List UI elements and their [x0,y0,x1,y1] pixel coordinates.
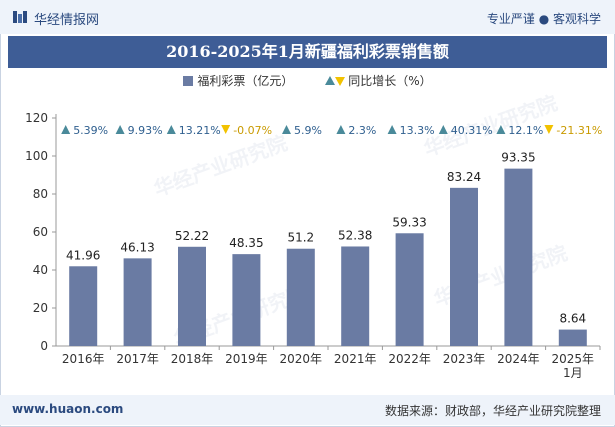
growth-label: 13.3% [400,124,435,137]
footer-bar: www.huaon.com 数据来源：财政部，华经产业研究院整理 [0,395,615,425]
legend-label-bar: 福利彩票（亿元） [197,74,294,88]
x-tick-label: 2017年 [116,352,159,366]
bar [395,233,424,346]
growth-up-arrow [387,125,397,134]
y-tick-label: 20 [33,301,48,315]
data-label: 52.22 [175,229,209,243]
data-label: 46.13 [120,240,154,254]
data-label: 52.38 [338,228,372,242]
growth-label: 9.93% [128,124,163,137]
bar [232,254,261,346]
bar [178,246,206,346]
legend-item-growth: 同比增长（%） [325,72,432,89]
growth-up-arrow [115,125,125,134]
x-tick-label: 2025年 [552,352,595,366]
huajing-logo-icon [13,11,27,23]
bar [341,246,370,346]
x-tick-label: 2016年 [62,352,105,366]
x-tick-label: 2022年 [388,352,431,366]
y-tick-label: 40 [33,263,48,277]
up-triangle-icon [325,76,336,85]
bar [450,187,478,346]
data-label: 59.33 [392,215,426,229]
y-tick-label: 100 [25,149,48,163]
x-tick-label: 2024年 [497,352,540,366]
growth-label: 12.1% [508,124,543,137]
data-label: 48.35 [229,236,263,250]
x-tick-label: 2023年 [443,352,486,366]
down-triangle-icon [335,77,346,86]
growth-label: 13.21% [179,124,221,137]
website-link[interactable]: www.huaon.com [12,402,124,416]
data-label: 83.24 [447,170,481,184]
growth-label: 2.3% [348,124,376,137]
y-tick-label: 120 [25,111,48,125]
data-label: 51.2 [287,231,314,245]
growth-down-arrow [221,125,231,134]
x-tick-label: 2019年 [225,352,268,366]
bar [123,258,152,346]
growth-down-arrow [544,125,554,134]
growth-up-arrow [166,125,176,134]
growth-up-arrow [438,125,448,134]
y-tick-label: 0 [40,339,48,353]
bar [504,168,533,346]
growth-label: -21.31% [556,124,602,137]
growth-label: -0.07% [233,124,272,137]
y-tick-label: 60 [33,225,48,239]
data-label: 93.35 [501,151,535,165]
y-tick-label: 80 [33,187,48,201]
data-label: 41.96 [66,248,100,262]
x-tick-label: 2018年 [171,352,214,366]
bar [558,329,587,346]
chart-title: 2016-2025年1月新疆福利彩票销售额 [166,42,449,61]
growth-up-arrow [336,125,346,134]
x-tick-label: 2020年 [280,352,323,366]
growth-up-arrow [496,125,506,134]
growth-label: 5.39% [73,124,108,137]
bar-swatch-icon [183,76,194,86]
data-label: 8.64 [559,312,586,326]
growth-up-arrow [282,125,291,134]
growth-up-arrow [61,125,71,134]
data-source: 数据来源：财政部，华经产业研究院整理 [384,404,601,418]
tagline: 专业严谨 ● 客观科学 [486,12,601,26]
x-tick-label: 1月 [563,366,583,380]
bar [286,248,315,346]
title-bar: 2016-2025年1月新疆福利彩票销售额 [8,36,607,68]
x-tick-label: 2021年 [334,352,377,366]
legend-label-growth: 同比增长（%） [348,74,432,88]
header-bar: 华经情报网 专业严谨 ● 客观科学 [0,0,615,34]
chart-legend: 福利彩票（亿元） 同比增长（%） [0,72,615,94]
growth-label: 5.9% [294,124,322,137]
legend-item-bar: 福利彩票（亿元） [183,72,293,89]
bar [69,266,98,346]
brand-name: 华经情报网 [34,13,100,28]
growth-label: 40.31% [451,124,493,137]
